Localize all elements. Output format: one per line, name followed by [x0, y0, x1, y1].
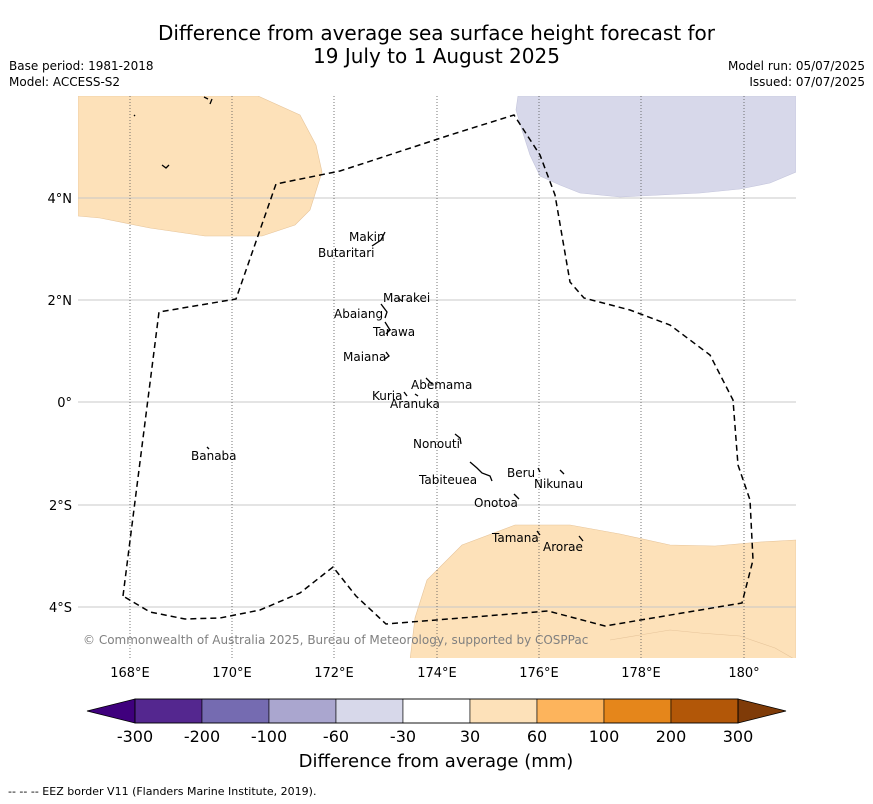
lon-tick-180: 180° — [728, 666, 759, 681]
colorbar-segment — [469, 698, 538, 724]
island-label-tabiteuea: Tabiteuea — [418, 473, 477, 487]
positive-anomaly-area-southeast — [409, 524, 796, 658]
colorbar-tick: 200 — [656, 727, 687, 746]
lon-tick-178e: 178°E — [621, 666, 661, 681]
island-label-nonouti: Nonouti — [413, 437, 460, 451]
island-label-marakei: Marakei — [383, 291, 430, 305]
copyright-text: © Commonwealth of Australia 2025, Bureau… — [83, 633, 588, 647]
negative-anomaly-area-northeast — [515, 96, 796, 198]
colorbar-ticks: -300 -200 -100 -60 -30 30 60 100 200 300 — [117, 727, 753, 746]
model-name: Model: ACCESS-S2 — [9, 75, 121, 89]
lon-tick-172e: 172°E — [314, 666, 354, 681]
colorbar: -300 -200 -100 -60 -30 30 60 100 200 300… — [86, 698, 787, 772]
island-label-kuria: Kuria — [372, 389, 403, 403]
meta-left: Base period: 1981-2018 Model: ACCESS-S2 — [9, 58, 154, 90]
lat-labels: 4°N 2°N 0° 2°S 4°S — [48, 192, 73, 616]
colorbar-tick: 100 — [589, 727, 620, 746]
colorbar-tick: -300 — [117, 727, 153, 746]
colorbar-segment — [670, 698, 739, 724]
island-label-aranuka: Aranuka — [390, 397, 440, 411]
map-gridlines — [78, 96, 796, 658]
map-figure: Makin Butaritari Marakei Abaiang Tarawa … — [48, 96, 796, 681]
meta-right: Model run: 05/07/2025 Issued: 07/07/2025 — [728, 58, 865, 90]
lon-labels: 168°E 170°E 172°E 174°E 176°E 178°E 180° — [110, 666, 759, 681]
colorbar-segment — [134, 698, 203, 724]
lon-tick-168e: 168°E — [110, 666, 150, 681]
colorbar-segment — [536, 698, 605, 724]
model-run: Model run: 05/07/2025 — [727, 59, 865, 73]
positive-anomaly-area-northwest — [78, 96, 323, 237]
eez-legend-note: -- -- -- EEZ border V11 (Flanders Marine… — [8, 785, 317, 798]
colorbar-tick: -100 — [251, 727, 287, 746]
island-label-abaiang: Abaiang — [334, 307, 383, 321]
island-label-arorae: Arorae — [543, 540, 583, 554]
colorbar-segments — [134, 698, 739, 724]
colorbar-label: Difference from average (mm) — [299, 751, 574, 772]
island-label-beru: Beru — [507, 466, 535, 480]
island-shapes — [133, 96, 584, 542]
title-line-2: 19 July to 1 August 2025 — [313, 44, 560, 68]
island-label-banaba: Banaba — [191, 449, 237, 463]
title-line-1: Difference from average sea surface heig… — [157, 21, 716, 45]
island-label-makin: Makin — [349, 230, 385, 244]
island-label-nikunau: Nikunau — [534, 477, 583, 491]
eez-border — [122, 114, 754, 627]
island-label-tamana: Tamana — [491, 531, 539, 545]
lat-tick-4n: 4°N — [48, 192, 73, 207]
island-label-tarawa: Tarawa — [372, 325, 415, 339]
colorbar-tick: -60 — [323, 727, 349, 746]
lat-tick-2n: 2°N — [48, 294, 73, 309]
island-label-butaritari: Butaritari — [318, 246, 375, 260]
island-label-onotoa: Onotoa — [474, 496, 518, 510]
lon-tick-176e: 176°E — [519, 666, 559, 681]
colorbar-segment — [268, 698, 337, 724]
colorbar-tick: -30 — [390, 727, 416, 746]
colorbar-segment — [402, 698, 471, 724]
island-labels: Makin Butaritari Marakei Abaiang Tarawa … — [191, 230, 583, 554]
base-period: Base period: 1981-2018 — [9, 59, 154, 73]
colorbar-tick: 60 — [527, 727, 547, 746]
colorbar-segment — [201, 698, 270, 724]
colorbar-tick: 30 — [460, 727, 480, 746]
colorbar-tick: 300 — [723, 727, 754, 746]
map-plot-area — [78, 96, 796, 658]
lat-tick-0: 0° — [57, 396, 72, 411]
colorbar-extend-low — [86, 698, 136, 724]
colorbar-segment — [603, 698, 672, 724]
colorbar-tick: -200 — [184, 727, 220, 746]
colorbar-extend-high — [737, 698, 787, 724]
lon-tick-174e: 174°E — [417, 666, 457, 681]
colorbar-segment — [335, 698, 404, 724]
island-label-abemama: Abemama — [411, 378, 472, 392]
island-label-maiana: Maiana — [343, 350, 386, 364]
map-title: Difference from average sea surface heig… — [0, 22, 873, 68]
lon-tick-170e: 170°E — [212, 666, 252, 681]
lat-tick-4s: 4°S — [49, 601, 72, 616]
lat-tick-2s: 2°S — [49, 499, 72, 514]
issued-date: Issued: 07/07/2025 — [749, 75, 865, 89]
